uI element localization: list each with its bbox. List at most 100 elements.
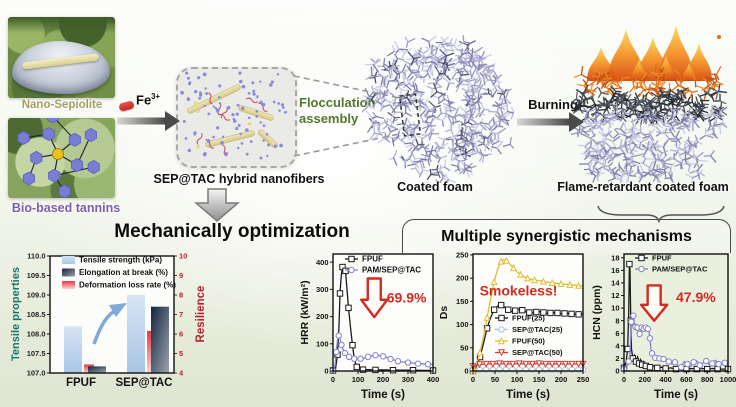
foam-strut (413, 76, 418, 83)
fe3-label: Fe3+ (136, 92, 160, 107)
foam-strut (595, 113, 598, 123)
marker-circle (684, 360, 691, 368)
tannin-dot (269, 83, 273, 87)
tannin-dot (255, 114, 259, 118)
foam-strut (500, 104, 508, 109)
foam-strut (626, 133, 634, 140)
foam-strut (456, 165, 461, 172)
y-tick-label: 50 (460, 343, 468, 352)
foam-strut (478, 86, 488, 91)
foam-strut (625, 113, 635, 119)
tannin-dot (241, 106, 245, 111)
foam-strut (456, 145, 464, 150)
foam-strut (466, 40, 476, 46)
marker-circle (364, 353, 372, 361)
foam-strut (506, 102, 509, 113)
foam-strut (605, 142, 612, 149)
foam-strut (584, 117, 593, 125)
foam-strut (618, 169, 625, 177)
foam-strut (659, 69, 666, 75)
foam-strut (467, 132, 473, 140)
foam-strut (663, 169, 667, 178)
foam-strut (502, 88, 512, 92)
tannin-hexagon (84, 128, 97, 142)
foam-strut (405, 112, 413, 117)
foam-strut (388, 60, 391, 68)
foam-strut (602, 85, 610, 90)
foam-strut (428, 40, 431, 48)
foam-strut (422, 57, 429, 64)
foam-strut (611, 155, 616, 162)
foam-strut (664, 156, 672, 162)
foam-strut (403, 77, 411, 81)
marker-circle (333, 348, 340, 356)
foam-strut (394, 59, 398, 66)
foam-strut (452, 147, 459, 151)
foam-strut (669, 149, 679, 152)
foam-strut (702, 77, 708, 83)
foam-strut (624, 145, 629, 154)
foam-strut (425, 103, 430, 111)
foam-strut (493, 84, 498, 91)
foam-strut (649, 115, 655, 122)
tannin-dot (266, 143, 271, 147)
burning-label: Burning (528, 97, 578, 112)
foam-strut (676, 121, 683, 126)
foam-strut (697, 141, 703, 145)
foam-strut (601, 150, 606, 156)
left-section-title: Mechanically optimization (114, 221, 350, 242)
trend-arrow-head (109, 303, 127, 317)
foam-strut (429, 70, 434, 77)
foam-strut (689, 163, 698, 165)
foam-strut (435, 117, 444, 122)
fe-base: Fe (136, 92, 152, 108)
foam-strut (577, 83, 585, 87)
foam-strut (589, 79, 598, 86)
foam-strut (629, 153, 635, 160)
foam-strut (404, 157, 411, 161)
marker-triangle-up (476, 348, 484, 356)
foam-strut (670, 93, 678, 99)
foam-strut (673, 157, 682, 164)
foam-strut (439, 155, 448, 159)
foam-strut (603, 79, 613, 86)
foam-strut (372, 63, 380, 73)
right-tick-label: 8 (179, 291, 183, 300)
foam-strut (582, 84, 589, 94)
foam-strut (395, 103, 400, 109)
tannin-dot (235, 112, 239, 116)
marker-triangle-up (557, 279, 565, 287)
marker-square (490, 306, 498, 313)
foam-strut (617, 132, 624, 136)
marker-square (519, 306, 526, 314)
foam-strut (597, 92, 602, 99)
tannin-strand (245, 97, 259, 104)
foam-strut (628, 107, 635, 112)
foam-strut (632, 160, 641, 165)
foam-strut (461, 52, 471, 55)
foam-strut (428, 100, 437, 109)
foam-strut (483, 93, 490, 95)
foam-strut (666, 157, 675, 162)
foam-strut (686, 102, 693, 109)
tannin-strand (217, 102, 222, 115)
tannin-strand (208, 92, 213, 105)
foam-strut (635, 78, 643, 82)
right-tick-label: 6 (179, 330, 183, 339)
foam-strut (422, 49, 429, 54)
foam-strut (444, 159, 447, 168)
foam-strut (656, 86, 666, 90)
foam-strut (480, 91, 487, 96)
foam-strut (504, 97, 512, 105)
x-tick-label: 300 (402, 375, 415, 384)
marker-circle (498, 326, 505, 333)
foam-strut (492, 69, 499, 79)
foam-strut (583, 133, 592, 140)
foam-strut (592, 146, 601, 152)
foam-strut (603, 96, 605, 104)
foam-strut (721, 117, 724, 125)
foam-strut (488, 69, 494, 77)
foam-strut (403, 83, 412, 91)
foam-strut (615, 109, 624, 116)
foam-strut (371, 115, 379, 119)
